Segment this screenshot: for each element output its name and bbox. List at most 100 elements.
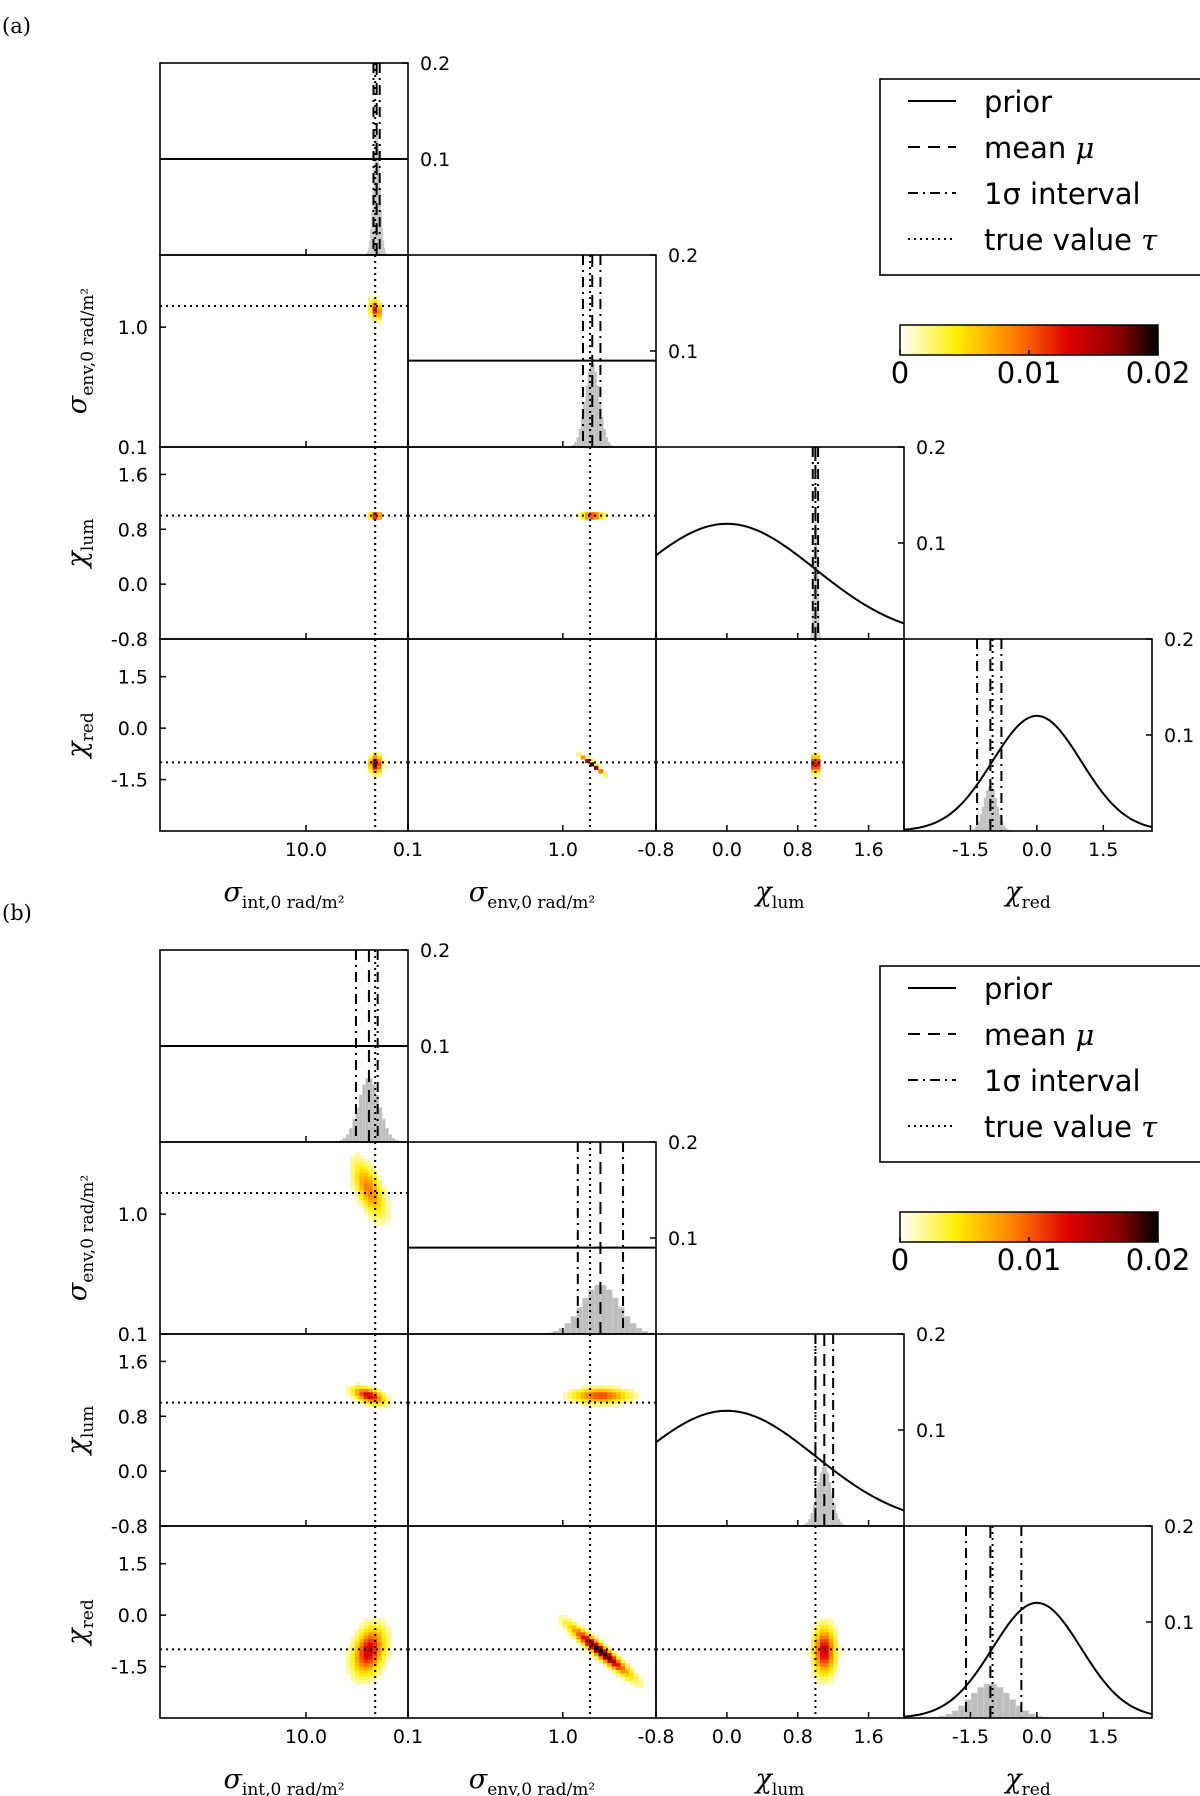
density-cell [589,1388,595,1393]
density-cell [354,1656,360,1661]
density-cell [368,1176,374,1181]
yaxis-title-chi_lum: χlum [62,1406,98,1457]
density-cell [837,1646,843,1651]
density-cell [381,1628,387,1633]
density-cell [377,1646,383,1651]
diag-ytick-label: 0.1 [420,1036,450,1058]
density-cell [819,1646,825,1651]
posterior-histogram-bin [383,247,386,255]
density-cell [833,1642,839,1647]
density-cell [377,759,383,764]
posterior-histogram-bin [977,1687,985,1718]
density-cell [368,1190,374,1195]
density-cell [377,1210,383,1215]
diag-ytick-label: 0.2 [916,1324,946,1346]
density-cell [824,1673,830,1678]
density-cell [815,1628,821,1633]
density-cell [607,1663,613,1668]
density-cell [611,1659,617,1664]
density-cell [589,1395,595,1400]
legend-label: 1σ interval [984,177,1141,211]
density-cell [350,1663,356,1668]
density-cell [350,1169,356,1174]
density-cell [363,1207,369,1212]
density-cell [368,299,374,304]
density-cell [381,1395,387,1400]
density-cell [377,1217,383,1222]
density-cell [368,1632,374,1637]
xtick-label: 1.0 [548,1726,578,1748]
density-cell [346,1663,352,1668]
density-cell [589,1642,595,1647]
density-cell [381,1646,387,1651]
legend-label: 1σ interval [984,1064,1141,1098]
posterior-histogram-bin [835,1512,839,1526]
density-cell [368,1666,374,1671]
density-cell [377,1179,383,1184]
density-cell [377,1652,383,1657]
legend-box [879,78,1200,276]
density-cell [625,1663,631,1668]
panel-frame [407,638,657,832]
density-cell [633,1395,639,1400]
xtick-label: -0.8 [637,1726,674,1748]
density-cell [377,769,383,774]
panel-frame [159,1333,409,1527]
colorbar-tick-label: 0 [891,1243,909,1277]
density-cell [580,1628,586,1633]
density-cell [585,1388,591,1393]
density-cell [385,1210,391,1215]
density-cell [359,1203,365,1208]
density-cell [598,765,604,770]
density-cell [377,512,383,517]
density-cell [377,1663,383,1668]
density-cell [359,1388,365,1393]
density-cell [828,1635,834,1640]
density-cell [819,1632,825,1637]
density-cell [828,1628,834,1633]
density-cell [580,1642,586,1647]
density-cell [372,1676,378,1681]
xtick-label: 0.0 [712,839,742,861]
density-cell [372,755,378,760]
density-cell [824,1649,830,1654]
density-cell [354,1632,360,1637]
density-cell [363,1618,369,1623]
density-cell [368,1395,374,1400]
xtick-label: -1.5 [952,1726,989,1748]
density-cell [363,1162,369,1167]
density-cell [589,1392,595,1397]
density-cell [576,515,582,520]
density-cell [616,1673,622,1678]
panel-frame [407,254,657,448]
density-cell [576,1632,582,1637]
diag-ytick-label: 0.1 [916,533,946,555]
density-cell [377,1395,383,1400]
density-cell [368,755,374,760]
density-cell [625,1676,631,1681]
density-cell [368,1618,374,1623]
density-cell [359,1635,365,1640]
density-cell [354,1172,360,1177]
xtick-label: 0.8 [783,839,813,861]
density-cell [567,1392,573,1397]
joint-panel-chi_lum-chi_red: -0.8 0.0 0.8 1.6 [637,638,905,861]
density-cell [620,1676,626,1681]
density-cell [354,1676,360,1681]
density-cell [354,1179,360,1184]
density-cell [576,752,582,757]
density-cell [363,1622,369,1627]
density-cell [377,755,383,760]
density-cell [377,1200,383,1205]
density-cell [381,1217,387,1222]
density-cell [377,1193,383,1198]
density-cell [589,1635,595,1640]
density-cell [368,1385,374,1390]
density-cell [567,1622,573,1627]
joint-panel-sigma_int-chi_red: 10.0 -1.5 0.0 1.5 [111,1525,409,1748]
density-cell [811,1652,817,1657]
density-cell [625,1399,631,1404]
density-cell [377,1625,383,1630]
density-cell [833,1652,839,1657]
ytick-label: 0.0 [118,574,148,596]
